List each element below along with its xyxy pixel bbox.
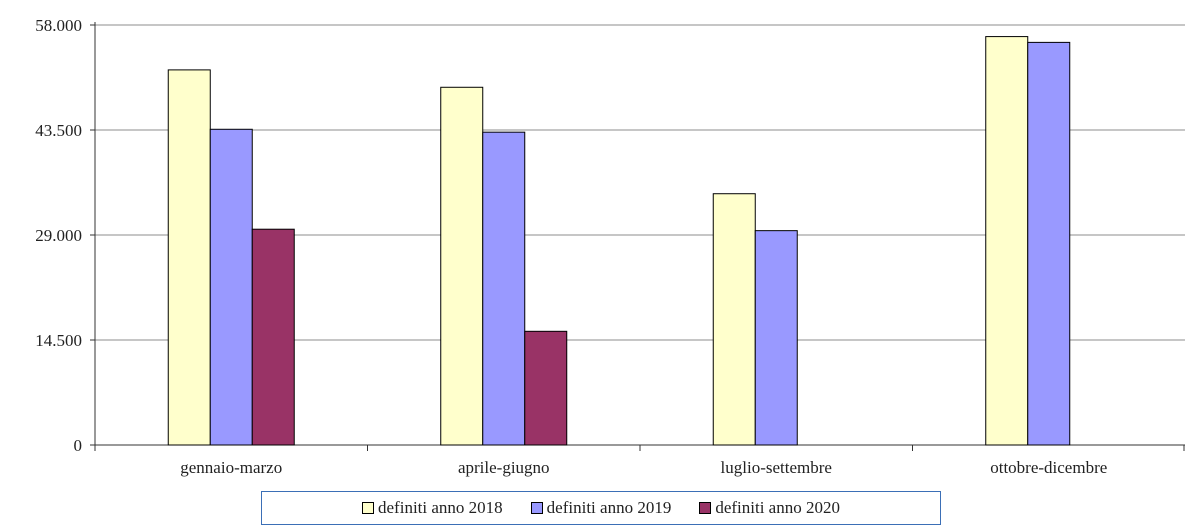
bar (209, 128, 253, 446)
chart-svg: 0 14.500 29.000 43.500 58.000 gennaio-marzo ap… (35, 16, 1185, 477)
x-tick-label: luglio-settembre (721, 458, 832, 477)
legend-item-2018: definiti anno 2018 (362, 498, 503, 518)
bar (167, 69, 211, 446)
legend-label-2019: definiti anno 2019 (546, 498, 672, 517)
legend-label-2018: definiti anno 2018 (378, 498, 503, 517)
legend-swatch-2018 (362, 502, 375, 514)
legend-item-2020: definiti anno 2020 (699, 498, 840, 518)
x-tick-label: ottobre-dicembre (990, 458, 1107, 477)
bar (524, 330, 568, 446)
legend-label-2020: definiti anno 2020 (715, 498, 840, 517)
y-tick-label: 58.000 (35, 16, 82, 35)
y-tick-label: 43.500 (35, 121, 82, 140)
bar (482, 131, 526, 446)
bar (985, 36, 1029, 446)
bar (754, 230, 798, 446)
bar (1027, 41, 1071, 446)
y-tick-label: 0 (74, 436, 83, 455)
bar (251, 228, 295, 446)
y-tick-label: 14.500 (35, 331, 82, 350)
legend-swatch-2019 (530, 502, 543, 514)
legend-swatch-2020 (699, 502, 712, 514)
legend: definiti anno 2018 definiti anno 2019 de… (261, 491, 941, 525)
x-tick-label: aprile-giugno (458, 458, 550, 477)
legend-item-2019: definiti anno 2019 (530, 498, 672, 518)
bar (712, 193, 756, 446)
bar (440, 86, 484, 446)
y-tick-label: 29.000 (35, 226, 82, 245)
x-tick-label: gennaio-marzo (180, 458, 282, 477)
